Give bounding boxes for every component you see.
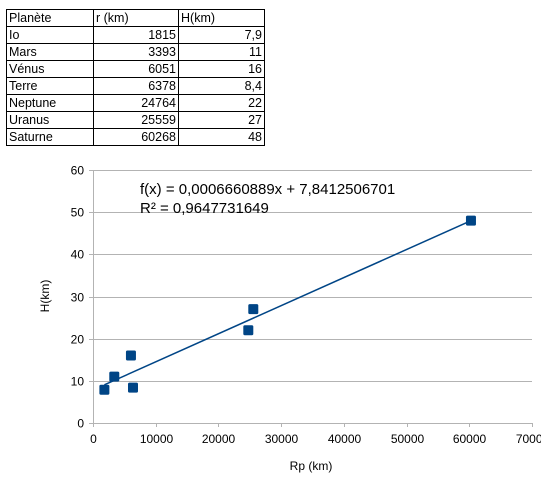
grid-lines [93,170,532,382]
x-tick-label: 0 [90,432,97,446]
x-tick-label: 20000 [202,432,236,446]
table-row: Neptune 24764 22 [6,94,265,112]
data-point [465,215,476,226]
data-point [243,325,254,336]
data-points [99,215,476,395]
equation-annotation: f(x) = 0,0006660889x + 7,8412506701 [140,181,395,198]
y-tick-label: 0 [77,417,84,431]
x-tick-label: 10000 [140,432,174,446]
table-cell: Neptune [6,94,94,112]
axes [89,170,533,427]
table-cell: 60268 [93,128,179,146]
data-table: Planète r (km) H(km) Io 1815 7,9 Mars 3393 11 Vén… [6,9,265,146]
trendline [104,219,472,386]
y-tick-label: 60 [71,164,85,178]
x-tick-label: 50000 [391,432,425,446]
data-point [109,371,120,382]
y-tick-label: 40 [71,248,85,262]
data-point [125,350,136,361]
x-axis-label: Rp (km) [290,459,333,473]
x-tick-label: 40000 [328,432,362,446]
r-squared-annotation: R² = 0,9647731649 [140,200,269,217]
table-row: Vénus 6051 16 [6,60,265,78]
data-point [248,304,259,315]
y-tick-label: 20 [71,333,85,347]
table-cell: Saturne [6,128,94,146]
y-tick-label: 50 [71,206,85,220]
y-tick-label: 10 [71,375,85,389]
y-tick-label: 30 [71,291,85,305]
table-row: Saturne 60268 48 [6,128,265,146]
y-tick-labels: 0 10 20 30 40 50 60 [71,164,85,431]
table-cell: 24764 [93,94,179,112]
table-row: Mars 3393 11 [6,43,265,61]
y-axis-label: H(km) [38,280,52,313]
table-cell: 16 [178,60,265,78]
x-tick-label: 30000 [265,432,299,446]
table-cell: Vénus [6,60,94,78]
table-cell: 48 [178,128,265,146]
trendline-path [104,219,472,386]
table-cell: 22 [178,94,265,112]
data-point [127,382,138,393]
x-tick-label: 60000 [453,432,487,446]
data-point [99,384,110,395]
